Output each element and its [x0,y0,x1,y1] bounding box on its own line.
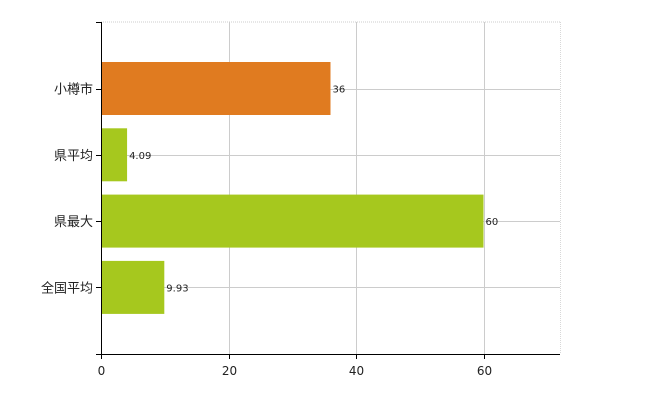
category-tick-label: 全国平均 [41,280,93,296]
category-tick-label: 小樽市 [54,82,93,98]
x-tick-label: 40 [349,364,364,378]
bar [102,62,331,115]
bar-layer [102,62,484,314]
bar [102,128,128,182]
label-layer: 36 小樽市 4.09 県平均 60 県最大 9.93 全国平均 0 20 40 60 [41,82,498,379]
x-tick-label: 20 [222,364,237,378]
bar [102,260,165,314]
bar-value-label: 9.93 [166,283,188,294]
category-tick-label: 県最大 [54,215,93,230]
bar-value-label: 36 [333,85,346,96]
bar-value-label: 4.09 [129,151,151,162]
category-tick-label: 県平均 [54,149,93,164]
x-tick-label: 60 [477,364,492,378]
bar-value-label: 60 [486,217,499,228]
x-tick-label: 0 [98,364,106,378]
axis-layer [96,22,560,359]
bar [102,194,484,248]
